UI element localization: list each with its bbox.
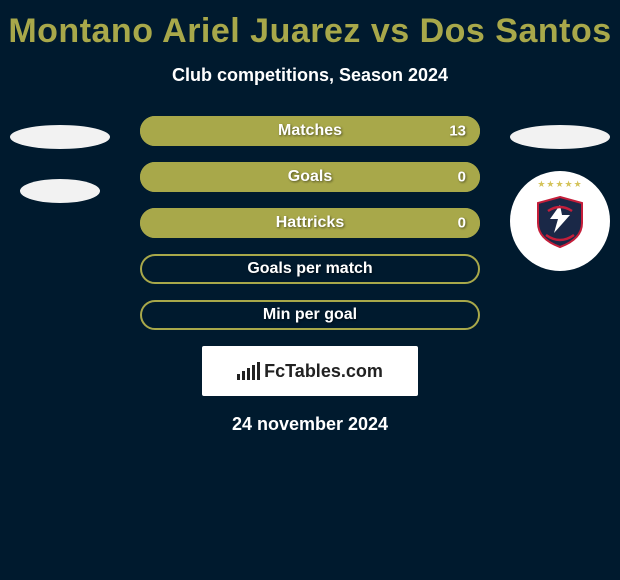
avatar-placeholder-head xyxy=(510,125,610,149)
stat-value-right: 0 xyxy=(458,215,466,232)
stat-label: Goals per match xyxy=(142,260,478,278)
stat-bar-matches: Matches 13 xyxy=(140,116,480,146)
branding-text: FcTables.com xyxy=(264,361,383,382)
avatar-placeholder-body xyxy=(20,179,100,203)
chart-icon xyxy=(237,362,260,380)
snapshot-date: 24 november 2024 xyxy=(0,414,620,435)
stat-label: Goals xyxy=(142,168,478,186)
stat-label: Min per goal xyxy=(142,306,478,324)
stat-bar-goals: Goals 0 xyxy=(140,162,480,192)
player-left-avatar xyxy=(10,115,110,215)
stat-label: Matches xyxy=(142,122,478,140)
stat-bar-gpm: Goals per match xyxy=(140,254,480,284)
stat-bar-mpg: Min per goal xyxy=(140,300,480,330)
stat-label: Hattricks xyxy=(142,214,478,232)
club-shield-icon xyxy=(532,193,588,249)
stat-value-right: 0 xyxy=(458,169,466,186)
comparison-card: Montano Ariel Juarez vs Dos Santos Club … xyxy=(0,0,620,580)
stats-section: Matches 13 Goals 0 Hattricks 0 Goals per… xyxy=(140,116,480,330)
season-subtitle: Club competitions, Season 2024 xyxy=(0,65,620,86)
avatar-placeholder-head xyxy=(10,125,110,149)
club-stars-icon: ★★★★★ xyxy=(532,179,588,190)
player-right-avatar: ★★★★★ xyxy=(510,115,610,215)
page-title: Montano Ariel Juarez vs Dos Santos xyxy=(0,0,620,51)
stat-value-right: 13 xyxy=(449,123,466,140)
stat-bar-hattricks: Hattricks 0 xyxy=(140,208,480,238)
branding-badge: FcTables.com xyxy=(202,346,418,396)
